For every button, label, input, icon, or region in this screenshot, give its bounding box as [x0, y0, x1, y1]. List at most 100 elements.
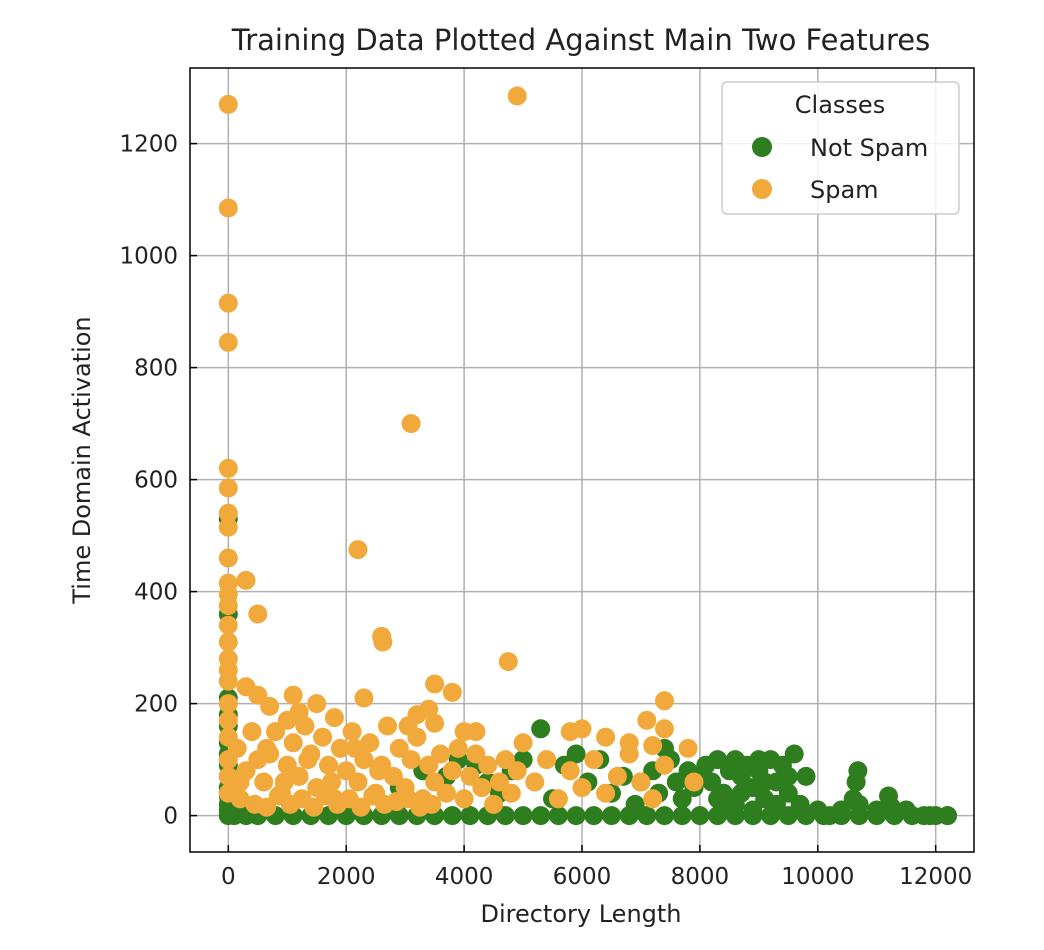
- x-tick-label: 2000: [317, 864, 376, 890]
- data-point: [531, 806, 551, 826]
- data-point: [507, 86, 527, 106]
- y-tick-label: 0: [163, 804, 178, 830]
- data-point: [466, 744, 486, 764]
- data-point: [666, 772, 686, 792]
- data-point: [755, 772, 775, 792]
- data-point: [218, 293, 238, 313]
- data-point: [584, 750, 604, 770]
- data-point: [537, 750, 557, 770]
- data-point: [218, 458, 238, 478]
- data-point: [289, 702, 309, 722]
- data-point: [425, 772, 445, 792]
- data-point: [466, 722, 486, 742]
- y-tick-label: 200: [134, 692, 178, 718]
- data-point: [257, 738, 277, 758]
- data-point: [655, 755, 674, 775]
- data-point: [566, 744, 586, 764]
- data-point: [625, 794, 645, 814]
- data-point: [218, 596, 238, 616]
- data-point: [227, 738, 247, 758]
- chart-title: Training Data Plotted Against Main Two F…: [231, 23, 931, 57]
- data-point: [422, 794, 442, 814]
- data-point: [254, 772, 274, 792]
- data-point: [260, 696, 280, 716]
- data-points: [218, 86, 957, 826]
- data-point: [442, 806, 462, 826]
- data-point: [460, 766, 480, 786]
- data-point: [501, 783, 521, 803]
- data-point: [778, 806, 798, 826]
- data-point: [257, 797, 277, 817]
- data-point: [230, 772, 250, 792]
- x-axis-label: Directory Length: [480, 900, 681, 928]
- x-tick-label: 6000: [553, 864, 612, 890]
- x-tick-label: 12000: [899, 864, 972, 890]
- data-point: [548, 806, 568, 826]
- data-point: [572, 719, 592, 739]
- data-point: [289, 766, 309, 786]
- data-point: [218, 615, 238, 635]
- legend-box: [721, 81, 960, 215]
- legend-label-spam: Spam: [810, 176, 879, 204]
- y-tick-label: 600: [134, 468, 178, 494]
- data-point: [360, 733, 380, 753]
- axis-ticks: 0 2000 4000 6000 8000 10000 12000 0 200 400 600 800…: [119, 132, 972, 890]
- data-point: [507, 761, 527, 781]
- data-point: [218, 694, 238, 714]
- data-point: [218, 671, 238, 691]
- y-tick-label: 1200: [119, 132, 178, 158]
- data-point: [336, 761, 356, 781]
- data-point: [304, 797, 324, 817]
- data-point: [743, 800, 763, 820]
- data-point: [731, 783, 751, 803]
- x-tick-label: 0: [221, 864, 236, 890]
- data-point: [848, 761, 868, 781]
- data-point: [266, 722, 285, 742]
- data-point: [767, 794, 786, 814]
- data-point: [298, 750, 318, 770]
- data-point: [248, 604, 268, 624]
- data-point: [560, 761, 580, 781]
- data-point: [637, 710, 657, 730]
- data-point: [572, 778, 592, 798]
- data-point: [369, 761, 389, 781]
- data-point: [655, 719, 674, 739]
- data-point: [324, 708, 344, 728]
- data-point: [525, 772, 545, 792]
- data-point: [431, 744, 450, 764]
- data-point: [313, 727, 333, 747]
- data-point: [319, 755, 338, 775]
- data-point: [330, 738, 350, 758]
- data-point: [596, 783, 616, 803]
- data-point: [248, 685, 268, 705]
- data-point: [672, 806, 692, 826]
- data-point: [401, 750, 421, 770]
- data-point: [678, 738, 698, 758]
- data-point: [230, 789, 250, 809]
- data-point: [513, 733, 533, 753]
- data-point: [548, 789, 568, 809]
- data-point: [348, 772, 368, 792]
- data-point: [378, 716, 397, 736]
- series-spam: [218, 86, 704, 817]
- data-point: [351, 797, 371, 817]
- data-point: [218, 94, 238, 114]
- data-point: [354, 688, 374, 708]
- data-point: [531, 719, 551, 739]
- y-tick-label: 1000: [119, 244, 178, 270]
- data-point: [454, 789, 474, 809]
- data-point: [283, 733, 303, 753]
- data-point: [938, 806, 957, 826]
- data-point: [218, 198, 238, 218]
- data-point: [643, 736, 663, 756]
- data-point: [796, 766, 816, 786]
- data-point: [242, 722, 262, 742]
- data-point: [596, 727, 616, 747]
- data-point: [784, 744, 804, 764]
- data-point: [389, 738, 409, 758]
- data-point: [719, 800, 739, 820]
- legend: Classes Not Spam Spam: [721, 81, 960, 215]
- y-axis-label: Time Domain Activation: [68, 316, 96, 604]
- data-point: [607, 766, 627, 786]
- data-point: [655, 806, 674, 826]
